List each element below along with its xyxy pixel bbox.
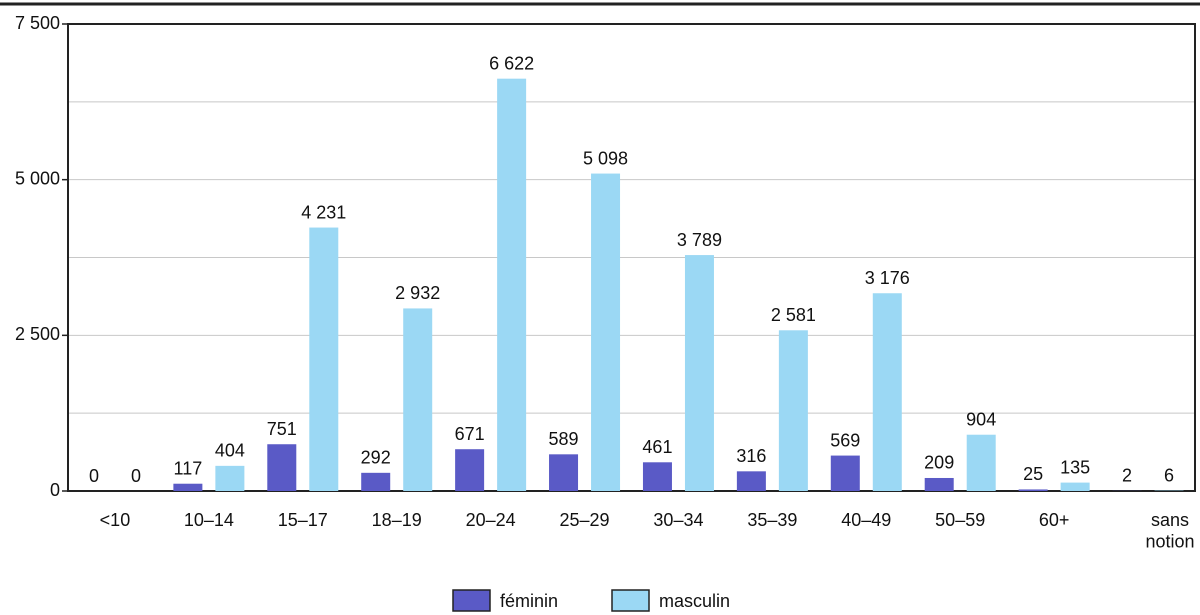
value-label: 671	[455, 424, 485, 444]
legend-label: masculin	[659, 591, 730, 611]
bar	[403, 308, 433, 491]
value-label: 461	[642, 437, 672, 457]
bar	[872, 293, 902, 491]
value-label: 589	[549, 429, 579, 449]
x-tick-label: <10	[100, 510, 131, 530]
value-label: 117	[174, 458, 203, 478]
bar	[924, 477, 954, 491]
value-label: 404	[215, 441, 245, 461]
value-label: 751	[267, 419, 297, 439]
value-label: 4 231	[301, 202, 346, 222]
bar	[830, 455, 860, 491]
value-label: 135	[1060, 457, 1090, 477]
x-tick-label: sans notion	[1146, 510, 1195, 552]
y-tick-label: 7 500	[15, 13, 60, 33]
bar	[455, 449, 485, 491]
x-tick-label: 25–29	[560, 510, 610, 530]
y-tick-label: 0	[50, 480, 60, 500]
x-tick-label: 50–59	[935, 510, 985, 530]
value-label: 569	[830, 430, 860, 450]
bar	[778, 330, 808, 491]
bar	[361, 472, 391, 491]
legend-swatch	[611, 589, 650, 612]
x-tick-label: 10–14	[184, 510, 234, 530]
y-tick-label: 5 000	[15, 168, 60, 188]
legend-label: féminin	[500, 591, 558, 611]
bar	[549, 454, 579, 491]
legend-swatch	[452, 589, 491, 612]
plot-frame	[67, 23, 1196, 492]
bar	[966, 434, 996, 491]
bar	[267, 444, 297, 491]
value-label: 2	[1122, 466, 1132, 486]
bar	[736, 471, 766, 491]
x-tick-label: 18–19	[372, 510, 422, 530]
value-label: 2 932	[395, 283, 440, 303]
value-label: 6	[1164, 465, 1174, 485]
x-tick-label: 60+	[1039, 510, 1070, 530]
x-tick-label: 40–49	[841, 510, 891, 530]
bar	[1060, 482, 1090, 491]
value-label: 3 176	[865, 268, 910, 288]
x-tick-label: 20–24	[466, 510, 516, 530]
value-label: 3 789	[677, 230, 722, 250]
bar	[215, 465, 245, 491]
bar	[497, 78, 527, 491]
bar	[309, 227, 339, 491]
y-tick-label: 2 500	[15, 324, 60, 344]
value-label: 25	[1023, 464, 1043, 484]
value-label: 209	[924, 453, 954, 473]
value-label: 0	[89, 466, 99, 486]
value-label: 2 581	[771, 305, 816, 325]
value-label: 6 622	[489, 53, 534, 73]
bar	[173, 483, 203, 491]
bar	[642, 462, 672, 491]
x-tick-label: 30–34	[653, 510, 703, 530]
x-tick-label: 35–39	[747, 510, 797, 530]
bar	[591, 173, 621, 492]
bar	[684, 255, 714, 491]
bar	[1018, 489, 1048, 491]
value-label: 0	[131, 466, 141, 486]
value-label: 904	[966, 409, 996, 429]
value-label: 292	[361, 448, 391, 468]
value-label: 5 098	[583, 148, 628, 168]
x-tick-label: 15–17	[278, 510, 328, 530]
value-label: 316	[736, 446, 766, 466]
